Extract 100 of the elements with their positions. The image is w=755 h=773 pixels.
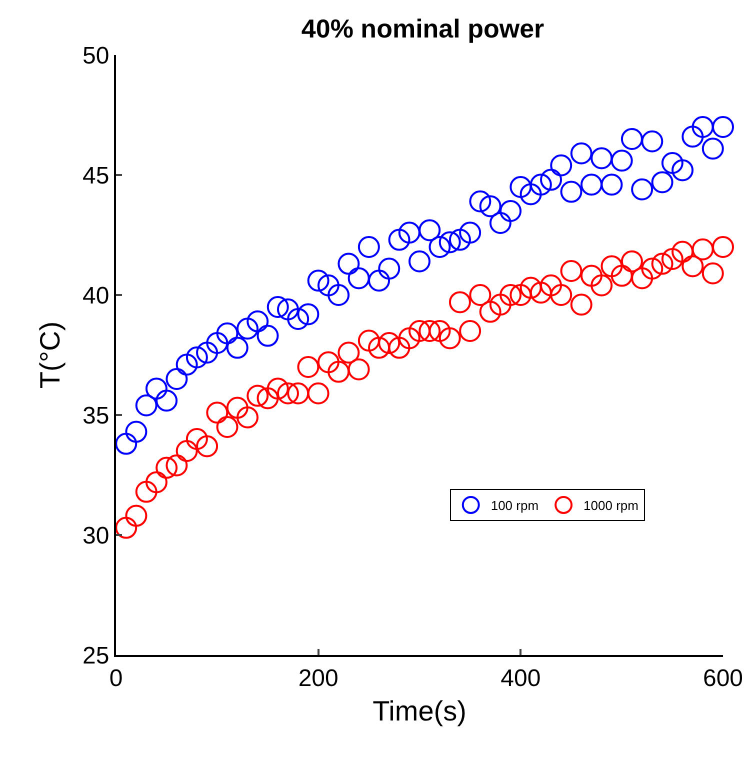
point — [459, 320, 482, 342]
point — [550, 284, 572, 306]
point — [246, 310, 269, 332]
x-tick-label: 0 — [109, 664, 123, 692]
point — [368, 336, 390, 359]
point — [176, 440, 198, 462]
y-tick-label: 50 — [82, 42, 110, 70]
point — [550, 154, 572, 176]
x-tick-label: 400 — [500, 664, 541, 692]
point — [692, 238, 714, 260]
point — [186, 346, 208, 368]
point — [297, 356, 320, 378]
point — [702, 262, 724, 284]
point — [560, 180, 582, 203]
point — [166, 454, 188, 476]
point — [712, 116, 734, 138]
point — [166, 368, 188, 390]
legend-label: 1000 rpm — [584, 498, 638, 514]
point — [145, 471, 168, 494]
point — [246, 384, 269, 407]
point — [540, 274, 562, 296]
point — [256, 387, 279, 410]
point — [530, 282, 552, 304]
point — [236, 406, 259, 428]
point — [651, 171, 674, 194]
point — [378, 258, 400, 280]
point — [266, 378, 289, 400]
point — [418, 320, 441, 342]
y-axis-title: T(°C) — [34, 321, 66, 389]
point — [358, 236, 380, 258]
point — [520, 276, 542, 299]
x-tick-label: 600 — [702, 664, 744, 692]
point — [580, 174, 602, 196]
point — [661, 152, 684, 174]
point — [438, 327, 461, 350]
point — [610, 264, 633, 287]
point — [156, 390, 178, 412]
point — [276, 298, 299, 320]
point — [590, 147, 613, 170]
x-axis-title: Time(s) — [372, 695, 466, 726]
point — [196, 342, 218, 364]
point — [438, 231, 461, 254]
point — [702, 138, 724, 160]
point — [672, 159, 694, 182]
point — [641, 130, 664, 152]
point — [661, 248, 684, 270]
point — [489, 212, 512, 234]
point — [358, 330, 380, 352]
point — [651, 252, 674, 275]
point — [428, 236, 451, 258]
point — [620, 250, 643, 272]
point — [428, 320, 451, 342]
point — [418, 219, 441, 242]
point — [115, 432, 138, 455]
point — [620, 128, 643, 150]
point — [328, 360, 350, 383]
point — [510, 284, 532, 306]
point — [510, 176, 532, 198]
point — [682, 255, 704, 278]
point — [338, 342, 360, 364]
point — [115, 516, 138, 539]
point — [459, 222, 482, 244]
point — [317, 274, 340, 296]
point — [682, 126, 704, 148]
point — [500, 200, 522, 222]
point — [206, 332, 228, 354]
point — [469, 284, 492, 306]
point — [448, 291, 471, 314]
point — [297, 303, 320, 326]
point — [570, 142, 592, 164]
point — [328, 284, 350, 306]
point — [216, 322, 238, 344]
point — [479, 300, 502, 323]
point — [672, 240, 694, 263]
point — [692, 116, 714, 138]
y-tick-label: 40 — [82, 282, 110, 310]
point — [641, 258, 664, 280]
point — [348, 358, 370, 380]
point — [216, 416, 238, 438]
point — [287, 382, 310, 404]
point — [378, 332, 400, 354]
point — [520, 183, 542, 206]
point — [631, 267, 654, 290]
point — [317, 351, 340, 374]
point — [570, 294, 592, 316]
point — [398, 222, 420, 244]
point — [176, 354, 198, 376]
point — [489, 294, 512, 316]
x-tick-label: 200 — [298, 664, 338, 692]
point — [196, 435, 218, 458]
point — [408, 250, 430, 272]
y-tick-label: 35 — [82, 402, 110, 430]
point — [590, 274, 613, 296]
point — [631, 178, 654, 200]
point — [226, 336, 248, 359]
point — [338, 252, 360, 275]
point — [560, 260, 582, 282]
legend-label: 100 rpm — [490, 498, 539, 514]
point — [226, 396, 248, 419]
point — [368, 270, 390, 292]
